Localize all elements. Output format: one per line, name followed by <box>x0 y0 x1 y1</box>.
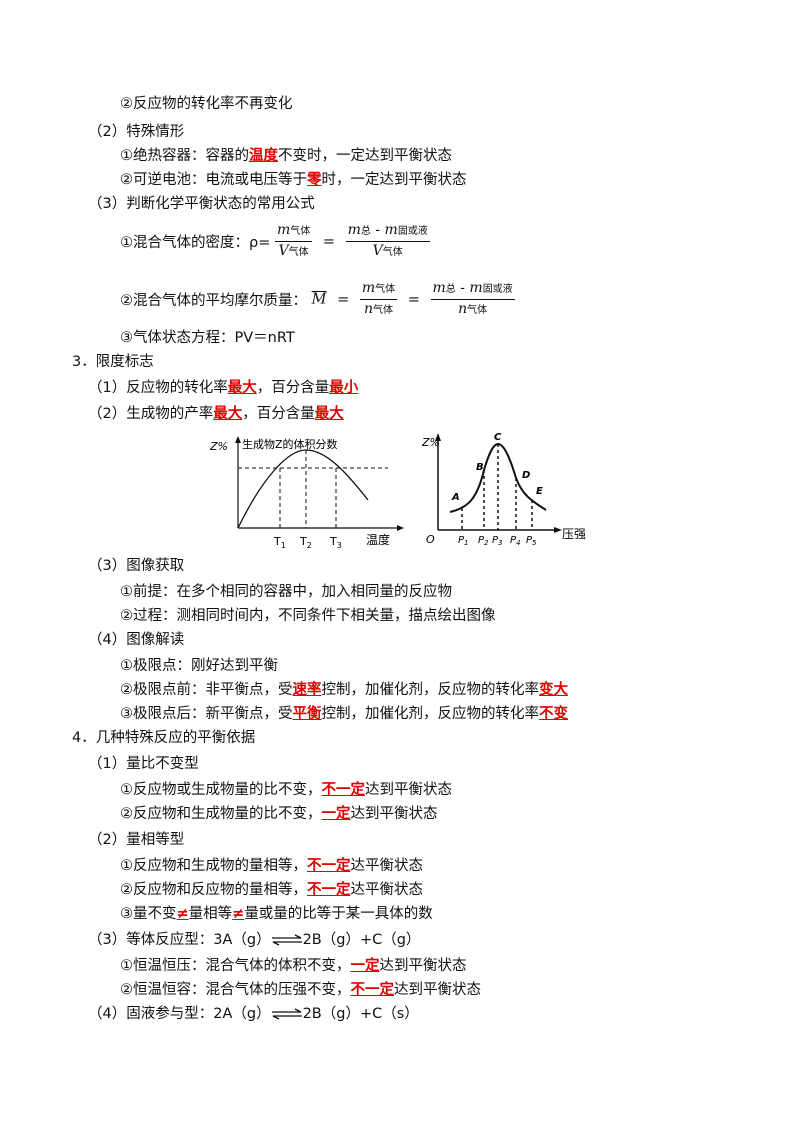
text-line: ①恒温恒压：混合气体的体积不变，一定达到平衡状态 <box>120 958 467 974</box>
point-label: A <box>451 492 460 503</box>
subheading: （2）量相等型 <box>88 832 185 848</box>
tick-label: T3 <box>329 535 342 550</box>
point-label: D <box>522 470 530 481</box>
subheading: （1）量比不变型 <box>88 756 199 772</box>
subheading: （2）特殊情形 <box>88 124 185 140</box>
equilibrium-arrow-icon <box>271 934 302 946</box>
tick-label: T1 <box>273 535 286 550</box>
emphasis: 变大 <box>539 682 568 698</box>
tick-label: P3 <box>492 535 503 547</box>
emphasis: 一定 <box>321 806 351 822</box>
fraction: m气体 n气体 <box>359 280 398 317</box>
text-line: ②极限点前：非平衡点，受速率控制，加催化剂，反应物的转化率变大 <box>120 682 568 698</box>
text-line: ②过程：测相同时间内，不同条件下相关量，描点绘出图像 <box>120 608 496 624</box>
emphasis: 不一定 <box>307 858 351 874</box>
text-line: ①绝热容器：容器的温度不变时，一定达到平衡状态 <box>120 148 452 164</box>
tick-label: P5 <box>526 535 537 547</box>
subheading: （4）图像解读 <box>88 632 185 648</box>
m-bar: M <box>311 291 327 308</box>
text-line: ①前提：在多个相同的容器中，加入相同量的反应物 <box>120 584 452 600</box>
text-line: ②反应物的转化率不再变化 <box>120 96 293 112</box>
text-line: ②可逆电池：电流或电压等于零时，一定达到平衡状态 <box>120 172 467 188</box>
emphasis: 最小 <box>329 380 359 396</box>
curve <box>237 449 369 529</box>
text-line: ②恒温恒容：混合气体的压强不变，不一定达到平衡状态 <box>120 982 481 998</box>
pressure-graph: Z% O 压强 A B C D E P1 P2 P3 P4 P5 <box>422 432 586 547</box>
tick-label: P1 <box>458 535 469 547</box>
graph-title: 生成物Z的体积分数 <box>242 437 338 451</box>
y-axis-arrow <box>235 436 241 443</box>
emphasis: 温度 <box>249 148 278 164</box>
emphasis: ≠ <box>232 906 245 922</box>
text-line: ③极限点后：新平衡点，受平衡控制，加催化剂，反应物的转化率不变 <box>120 706 568 722</box>
section-heading: 3．限度标志 <box>72 354 154 370</box>
emphasis: 零 <box>307 172 322 188</box>
emphasis: ≠ <box>176 906 189 922</box>
subheading: （3）图像获取 <box>88 558 185 574</box>
emphasis: 平衡 <box>292 706 322 722</box>
text-line: （3）等体反应型：3A（g） 2B（g）+C（g） <box>88 932 421 948</box>
emphasis: 最大 <box>314 406 344 422</box>
emphasis: 不变 <box>539 706 568 722</box>
section-heading: 4．几种特殊反应的平衡依据 <box>72 730 256 746</box>
text-line: ①极限点：刚好达到平衡 <box>120 658 278 674</box>
text-line: ①反应物或生成物量的比不变，不一定达到平衡状态 <box>120 782 452 798</box>
y-label: Z% <box>209 440 228 453</box>
emphasis: 一定 <box>350 958 380 974</box>
origin-label: O <box>426 533 435 546</box>
equilibrium-arrow-icon <box>271 1008 302 1020</box>
emphasis: 不一定 <box>307 882 351 898</box>
emphasis: 最大 <box>227 380 257 396</box>
density-formula: ①混合气体的密度：ρ= m气体 V气体 = m总 - m固或液 V气体 <box>120 222 430 259</box>
text-line: （1）反应物的转化率最大，百分含量最小 <box>88 380 359 396</box>
emphasis: 速率 <box>292 682 322 698</box>
point-label: C <box>494 432 502 443</box>
text-line: ①反应物和生成物的量相等，不一定达平衡状态 <box>120 858 423 874</box>
emphasis: 不一定 <box>350 982 395 998</box>
y-label: Z% <box>422 436 440 449</box>
x-label: 压强 <box>562 527 586 541</box>
text-line: （2）生成物的产率最大，百分含量最大 <box>88 406 344 422</box>
emphasis: 不一定 <box>321 782 366 798</box>
point-label: B <box>476 462 484 473</box>
x-label: 温度 <box>366 532 390 547</box>
text-line: ②反应物和生成物量的比不变，一定达到平衡状态 <box>120 806 438 822</box>
molar-mass-formula: ②混合气体的平均摩尔质量： M = m气体 n气体 = m总 - m固或液 n气… <box>120 280 515 317</box>
fraction: m气体 V气体 <box>274 222 313 259</box>
text-line: ③气体状态方程：PV＝nRT <box>120 330 295 346</box>
fraction: m总 - m固或液 V气体 <box>345 222 430 259</box>
temperature-graph: Z% 生成物Z的体积分数 温度 T1 T2 T3 <box>209 436 404 550</box>
subheading: （3）判断化学平衡状态的常用公式 <box>88 196 315 212</box>
text-line: ②反应物和反应物的量相等，不一定达平衡状态 <box>120 882 423 898</box>
text-line: （4）固液参与型：2A（g） 2B（g）+C（s） <box>88 1006 419 1022</box>
y-axis-arrow <box>435 433 441 441</box>
tick-label: P2 <box>478 535 489 547</box>
tick-label: P4 <box>510 535 521 547</box>
x-axis-arrow <box>554 527 562 533</box>
fraction: m总 - m固或液 n气体 <box>430 280 515 317</box>
x-axis-arrow <box>397 525 404 531</box>
emphasis: 最大 <box>213 406 243 422</box>
point-label: E <box>536 486 543 497</box>
tick-label: T2 <box>299 535 312 550</box>
text-line: ③量不变≠量相等≠量或量的比等于某一具体的数 <box>120 906 433 922</box>
